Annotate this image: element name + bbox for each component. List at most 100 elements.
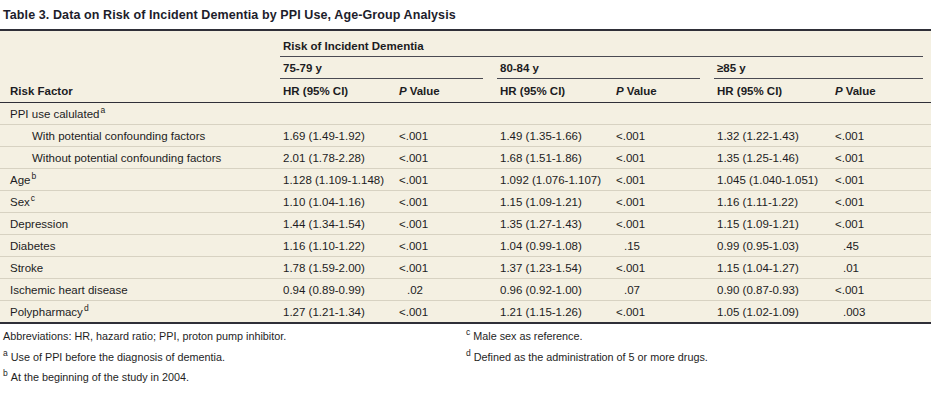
hr-value-cell: 1.15 (1.04-1.27)	[714, 257, 832, 279]
footnote-marker: c	[31, 193, 35, 203]
row-label: Depression	[10, 218, 68, 230]
p-value-cell: <.001	[832, 169, 931, 191]
hr-value-cell: 1.10 (1.04-1.16)	[280, 191, 396, 213]
hr-value-cell: 2.01 (1.78-2.28)	[280, 147, 396, 169]
footnotes-right-column: cMale sex as reference. dDefined as the …	[466, 330, 929, 371]
hr-value-cell: 1.04 (0.99-1.08)	[497, 235, 613, 257]
age-group-80-84: 80-84 y	[497, 57, 714, 79]
hr-value-cell: 1.44 (1.34-1.54)	[280, 213, 396, 235]
risk-factor-cell: Depression	[0, 213, 280, 235]
p-value-cell: .01	[832, 257, 931, 279]
hr-value-cell: 1.05 (1.02-1.09)	[714, 301, 832, 324]
table-row: Diabetes 1.16 (1.10-1.22) <.001 1.04 (0.…	[0, 235, 931, 257]
hr-value-cell: 1.15 (1.09-1.21)	[714, 213, 832, 235]
hr-value-cell: 1.15 (1.09-1.21)	[497, 191, 613, 213]
p-value-header-1: PValue	[396, 79, 497, 103]
risk-factor-cell: Without potential confounding factors	[0, 147, 280, 169]
spacer-cell	[0, 57, 280, 79]
row-label: Age	[10, 174, 30, 186]
p-value-cell: <.001	[396, 191, 497, 213]
p-value-cell	[832, 103, 931, 125]
footnote-c: cMale sex as reference.	[466, 330, 929, 343]
p-value-cell: <.001	[613, 147, 714, 169]
hr-value-cell: 1.092 (1.076-1.107)	[497, 169, 613, 191]
hr-value-cell: 1.68 (1.51-1.86)	[497, 147, 613, 169]
p-value-cell: <.001	[396, 169, 497, 191]
hr-header-1: HR (95% CI)	[280, 79, 396, 103]
footnote-d: dDefined as the administration of 5 or m…	[466, 351, 929, 364]
age-group-header-row: 75-79 y 80-84 y ≥85 y	[0, 57, 931, 79]
table-row: Stroke 1.78 (1.59-2.00) <.001 1.37 (1.23…	[0, 257, 931, 279]
footnote-text: Defined as the administration of 5 or mo…	[474, 351, 708, 363]
row-label: PPI use calulated	[10, 108, 100, 120]
hr-value-cell: 1.16 (1.11-1.22)	[714, 191, 832, 213]
spanner-label: Risk of Incident Dementia	[283, 40, 424, 52]
hr-value-cell: 0.99 (0.95-1.03)	[714, 235, 832, 257]
column-header-row: Risk Factor HR (95% CI) PValue HR (95% C…	[0, 79, 931, 103]
hr-value-cell	[280, 103, 396, 125]
footnotes-left-column: Abbreviations: HR, hazard ratio; PPI, pr…	[3, 330, 466, 392]
table-row: Sexc 1.10 (1.04-1.16) <.001 1.15 (1.09-1…	[0, 191, 931, 213]
footnotes: Abbreviations: HR, hazard ratio; PPI, pr…	[0, 324, 931, 392]
hr-value-cell: 1.35 (1.25-1.46)	[714, 147, 832, 169]
risk-factor-cell: PPI use calulateda	[0, 103, 280, 125]
p-value-cell: <.001	[396, 213, 497, 235]
p-value-cell: <.001	[613, 169, 714, 191]
p-value-header-2: PValue	[613, 79, 714, 103]
hr-header-label: HR (95% CI)	[283, 85, 348, 97]
footnote-marker: a	[101, 105, 106, 115]
hr-value-cell: 1.35 (1.27-1.43)	[497, 213, 613, 235]
hr-value-cell: 1.128 (1.109-1.148)	[280, 169, 396, 191]
footnote-text: Use of PPI before the diagnosis of demen…	[11, 351, 225, 363]
footnote-marker: a	[3, 348, 8, 358]
table-row: Without potential confounding factors 2.…	[0, 147, 931, 169]
hr-value-cell: 1.16 (1.10-1.22)	[280, 235, 396, 257]
row-label: With potential confounding factors	[32, 130, 205, 142]
risk-factor-cell: Diabetes	[0, 235, 280, 257]
hr-value-cell: 1.78 (1.59-2.00)	[280, 257, 396, 279]
p-italic: P	[835, 85, 843, 97]
hr-value-cell: 0.90 (0.87-0.93)	[714, 279, 832, 301]
risk-factor-cell: With potential confounding factors	[0, 125, 280, 147]
p-value-cell: <.001	[832, 125, 931, 147]
footnote-marker: c	[466, 327, 470, 337]
age-group-85-plus: ≥85 y	[714, 57, 931, 79]
p-value-header-3: PValue	[832, 79, 931, 103]
hr-header-3: HR (95% CI)	[714, 79, 832, 103]
hr-value-cell: 1.21 (1.15-1.26)	[497, 301, 613, 324]
p-value-cell: <.001	[613, 213, 714, 235]
spanner-header-row: Risk of Incident Dementia	[0, 30, 931, 57]
row-label: Sex	[10, 196, 30, 208]
footnote-b: bAt the beginning of the study in 2004.	[3, 371, 466, 384]
footnote-text: Male sex as reference.	[473, 330, 582, 342]
risk-factor-cell: Polypharmacyd	[0, 301, 280, 324]
footnote-a: aUse of PPI before the diagnosis of deme…	[3, 351, 466, 364]
p-value-cell: <.001	[396, 147, 497, 169]
footnote-text: At the beginning of the study in 2004.	[11, 371, 189, 383]
table-row: Ageb 1.128 (1.109-1.148) <.001 1.092 (1.…	[0, 169, 931, 191]
p-italic: P	[399, 85, 407, 97]
p-value-cell: .45	[832, 235, 931, 257]
hr-value-cell: 1.27 (1.21-1.34)	[280, 301, 396, 324]
table-title: Table 3. Data on Risk of Incident Dement…	[0, 0, 931, 29]
row-label: Stroke	[10, 262, 43, 274]
p-value-cell	[613, 103, 714, 125]
hr-value-cell: 1.32 (1.22-1.43)	[714, 125, 832, 147]
spacer-cell	[0, 30, 280, 57]
p-value-cell: <.001	[832, 279, 931, 301]
row-label: Ischemic heart disease	[10, 284, 128, 296]
p-value-cell: <.001	[396, 301, 497, 324]
row-label: Without potential confounding factors	[32, 152, 221, 164]
age-group-75-79: 75-79 y	[280, 57, 497, 79]
p-value-cell: <.001	[613, 125, 714, 147]
hr-header-2: HR (95% CI)	[497, 79, 613, 103]
hr-header-label: HR (95% CI)	[717, 85, 782, 97]
hr-value-cell: 1.045 (1.040-1.051)	[714, 169, 832, 191]
p-value-cell: <.001	[832, 213, 931, 235]
footnote-marker: d	[84, 303, 89, 313]
p-value-cell: .15	[613, 235, 714, 257]
age-group-label: 75-79 y	[283, 62, 322, 74]
p-value-cell: <.001	[832, 191, 931, 213]
table-3-panel: Table 3. Data on Risk of Incident Dement…	[0, 0, 931, 392]
p-rest: Value	[846, 85, 876, 97]
